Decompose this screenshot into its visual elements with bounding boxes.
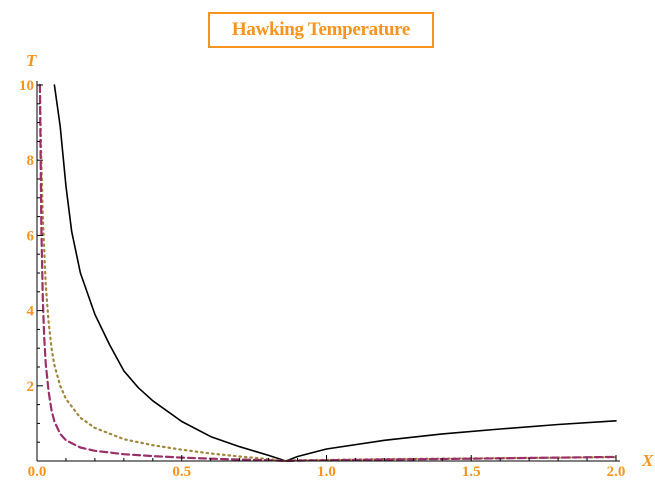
- x-tick-label: 1.5: [462, 464, 481, 480]
- y-tick-label: 8: [27, 153, 35, 169]
- x-tick-label: 0.0: [28, 464, 47, 480]
- series-line-dashed: [38, 83, 618, 463]
- series-layer: [38, 83, 618, 463]
- y-tick-label: 6: [27, 228, 35, 244]
- series-line-dotted: [38, 83, 618, 463]
- axes-layer: 0.0 0.5 1.0 1.5 2.0 2 4 6 8 10 X T: [19, 51, 654, 480]
- y-tick-label: 2: [27, 379, 35, 395]
- series-line-solid: [53, 84, 617, 462]
- chart-title: Hawking Temperature: [231, 19, 411, 40]
- x-tick-label: 0.5: [172, 464, 191, 480]
- y-tick-label: 10: [19, 78, 34, 94]
- chart-title-box: Hawking Temperature: [208, 12, 434, 48]
- x-tick-label: 2.0: [607, 464, 626, 480]
- y-tick-label: 4: [27, 304, 35, 320]
- x-tick-label: 1.0: [317, 464, 336, 480]
- x-axis-label: X: [641, 451, 654, 470]
- y-axis-label: T: [26, 51, 37, 70]
